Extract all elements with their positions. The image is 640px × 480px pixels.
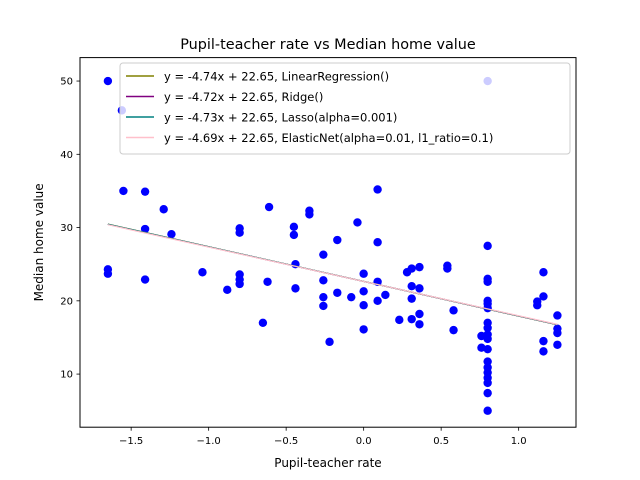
y-tick-label-2: 30 bbox=[60, 223, 73, 234]
data-point-53 bbox=[415, 320, 424, 329]
data-point-56 bbox=[449, 306, 458, 315]
data-point-35 bbox=[359, 269, 368, 278]
data-point-49 bbox=[407, 314, 416, 324]
data-point-30 bbox=[325, 337, 334, 347]
data-point-39 bbox=[373, 185, 382, 194]
x-tick-label-2: −0.5 bbox=[274, 436, 298, 447]
data-point-19 bbox=[264, 202, 274, 212]
data-point-88 bbox=[553, 340, 562, 349]
x-tick-label-4: 0.5 bbox=[433, 436, 449, 447]
data-point-57 bbox=[449, 325, 458, 335]
scatter-points bbox=[103, 76, 562, 415]
data-point-36 bbox=[359, 287, 368, 296]
data-point-16 bbox=[235, 279, 244, 289]
data-point-38 bbox=[359, 325, 368, 334]
x-tick-label-0: −1.5 bbox=[119, 436, 143, 447]
legend-label-1: y = -4.72x + 22.65, Ridge() bbox=[164, 90, 323, 104]
data-point-52 bbox=[415, 309, 424, 319]
data-point-21 bbox=[289, 230, 299, 240]
data-point-7 bbox=[140, 275, 150, 284]
data-point-2 bbox=[103, 269, 113, 278]
data-point-46 bbox=[407, 264, 416, 273]
data-point-44 bbox=[395, 315, 404, 325]
data-point-72 bbox=[483, 357, 492, 366]
y-tick-label-0: 10 bbox=[60, 370, 73, 381]
data-point-85 bbox=[553, 311, 562, 320]
data-point-55 bbox=[443, 264, 452, 273]
data-point-8 bbox=[159, 205, 168, 214]
x-axis-ticks: −1.5 −1.0 −0.5 0.0 0.5 1.0 bbox=[119, 427, 527, 447]
data-point-68 bbox=[483, 323, 492, 333]
x-tick-label-3: 0.0 bbox=[356, 436, 372, 447]
data-point-4 bbox=[119, 186, 128, 196]
legend: y = -4.74x + 22.65, LinearRegression() y … bbox=[119, 62, 571, 155]
data-point-61 bbox=[483, 241, 492, 251]
data-point-81 bbox=[539, 268, 548, 277]
data-point-5 bbox=[140, 187, 150, 196]
regression-line-3 bbox=[107, 224, 558, 325]
data-point-50 bbox=[415, 262, 424, 272]
data-point-29 bbox=[319, 301, 328, 311]
data-point-77 bbox=[483, 388, 492, 398]
data-point-87 bbox=[553, 328, 562, 338]
plot-frame bbox=[79, 57, 577, 428]
data-point-10 bbox=[198, 268, 207, 277]
data-point-80 bbox=[533, 301, 542, 310]
data-point-48 bbox=[407, 294, 416, 303]
data-point-6 bbox=[140, 224, 150, 234]
y-tick-label-1: 20 bbox=[60, 296, 73, 307]
chart-title: Pupil-teacher rate vs Median home value bbox=[180, 37, 476, 53]
data-point-47 bbox=[407, 281, 416, 291]
data-point-28 bbox=[319, 292, 328, 302]
legend-label-0: y = -4.74x + 22.65, LinearRegression() bbox=[164, 69, 389, 83]
data-point-17 bbox=[258, 318, 268, 327]
data-point-63 bbox=[483, 277, 492, 286]
data-point-20 bbox=[289, 222, 299, 232]
legend-box bbox=[119, 62, 571, 155]
data-point-32 bbox=[333, 288, 342, 297]
data-point-42 bbox=[373, 296, 382, 306]
regression-lines bbox=[107, 223, 558, 326]
data-point-84 bbox=[539, 347, 548, 356]
data-point-78 bbox=[483, 406, 492, 415]
data-point-26 bbox=[319, 250, 328, 259]
data-point-25 bbox=[305, 210, 314, 219]
data-point-71 bbox=[483, 344, 492, 354]
y-axis-label: Median home value bbox=[32, 183, 46, 301]
legend-label-2: y = -4.73x + 22.65, Lasso(alpha=0.001) bbox=[164, 110, 397, 124]
data-point-13 bbox=[235, 228, 244, 237]
y-tick-label-3: 40 bbox=[60, 150, 73, 161]
data-point-34 bbox=[353, 218, 362, 227]
data-point-0 bbox=[103, 76, 113, 86]
data-point-37 bbox=[359, 301, 368, 310]
data-point-27 bbox=[319, 276, 328, 285]
x-tick-label-5: 1.0 bbox=[511, 436, 527, 447]
data-point-23 bbox=[291, 284, 300, 293]
y-axis-ticks: 10 20 30 40 50 bbox=[60, 77, 80, 381]
data-point-83 bbox=[539, 336, 548, 346]
x-axis-label: Pupil-teacher rate bbox=[274, 456, 381, 470]
y-tick-label-4: 50 bbox=[60, 77, 73, 88]
x-tick-label-1: −1.0 bbox=[197, 436, 221, 447]
data-point-9 bbox=[167, 229, 176, 239]
data-point-31 bbox=[333, 235, 342, 245]
data-point-76 bbox=[483, 378, 492, 388]
data-point-18 bbox=[263, 277, 272, 286]
legend-label-3: y = -4.69x + 22.65, ElasticNet(alpha=0.0… bbox=[164, 131, 493, 145]
data-point-40 bbox=[373, 238, 382, 247]
data-point-82 bbox=[539, 292, 548, 301]
data-point-11 bbox=[223, 285, 232, 295]
data-point-51 bbox=[415, 284, 424, 293]
data-point-43 bbox=[381, 290, 390, 300]
data-point-33 bbox=[347, 292, 356, 302]
data-point-70 bbox=[483, 334, 492, 344]
